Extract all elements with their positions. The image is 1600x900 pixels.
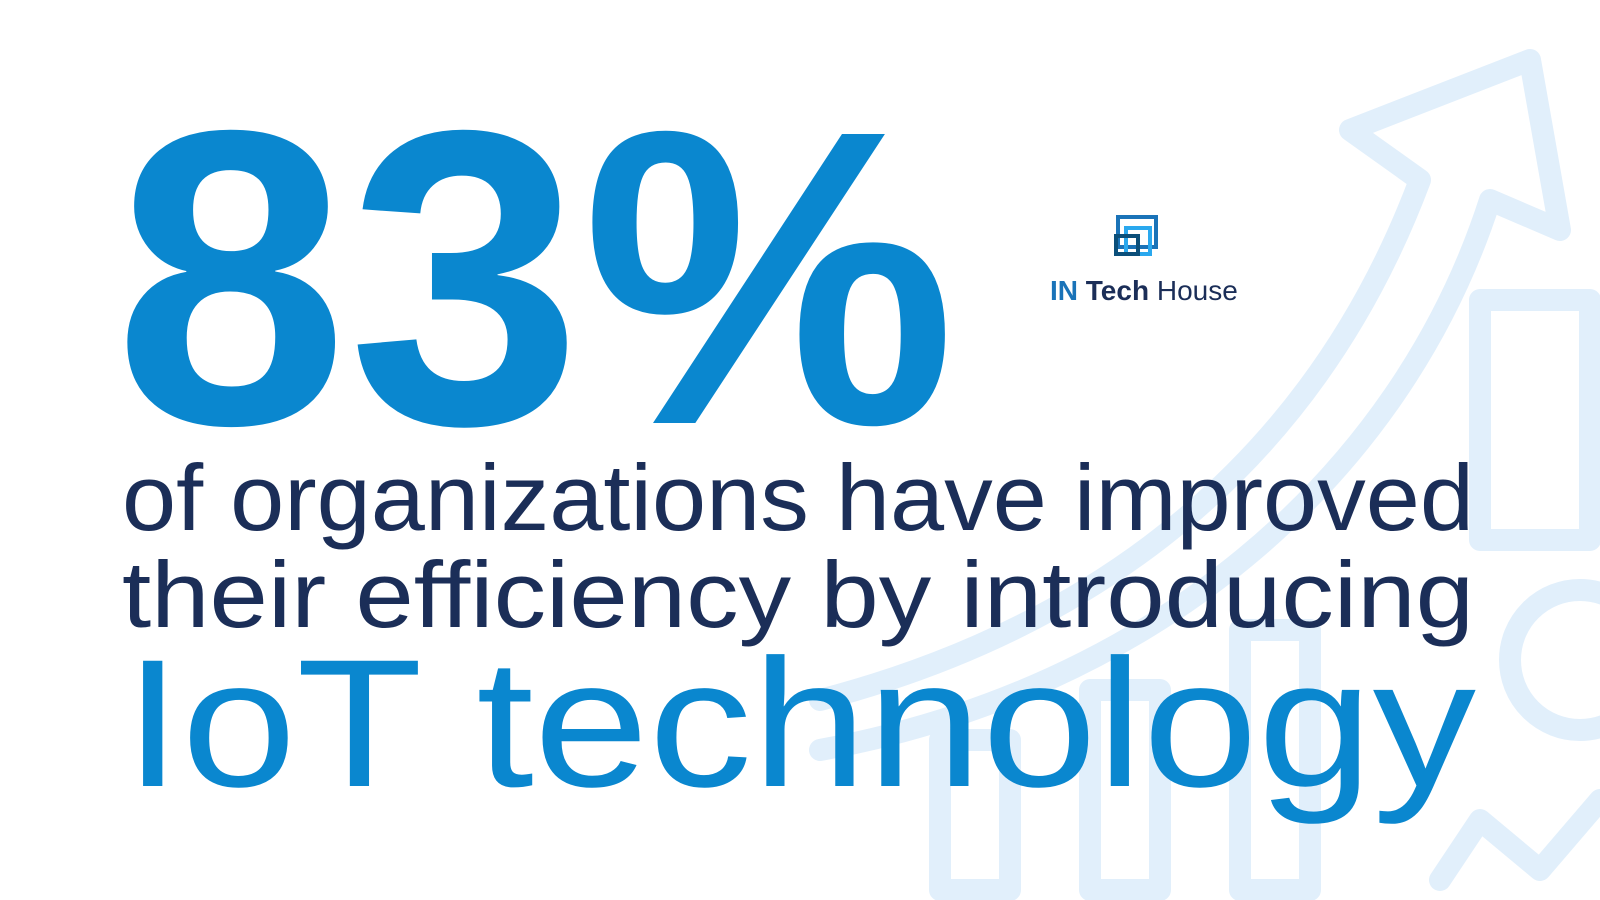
dashed-frame [36, 34, 1282, 820]
stat: 83% [114, 44, 956, 513]
logo-middle: Tech [1086, 275, 1149, 306]
body-line: of organizations have improved [122, 445, 1474, 550]
logo-suffix: House [1157, 275, 1238, 306]
background-icons [809, 49, 1600, 900]
logo-text: IN Tech House [1050, 275, 1238, 306]
body-line: their efficiency by introducing [122, 542, 1474, 647]
logo-icon [1114, 215, 1158, 256]
highlight: IoT technology [124, 621, 1476, 825]
logo-prefix: IN [1050, 275, 1078, 306]
